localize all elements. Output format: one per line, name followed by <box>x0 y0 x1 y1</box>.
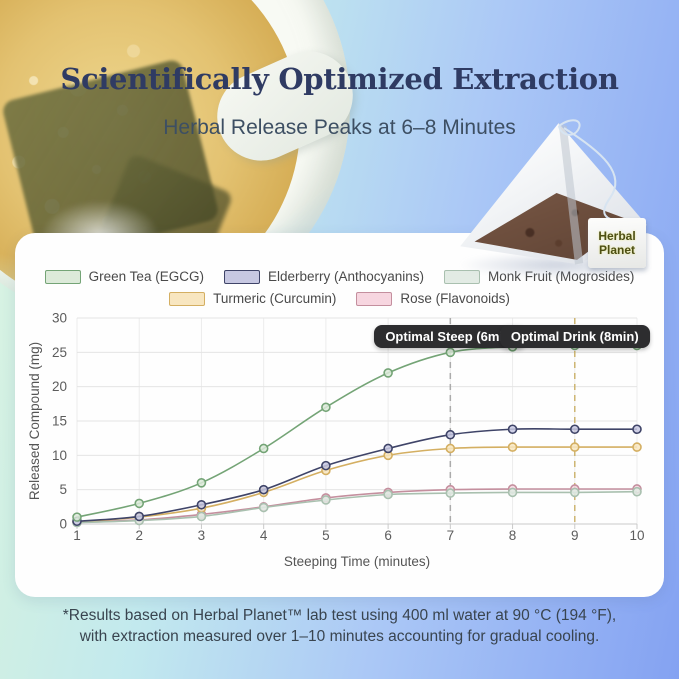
legend-item: Turmeric (Curcumin) <box>169 291 336 306</box>
annotation-badge: Optimal Drink (8min) <box>499 325 650 348</box>
legend-item: Elderberry (Anthocyanins) <box>223 269 425 284</box>
y-tick-label: 20 <box>52 379 67 394</box>
data-point-marker <box>383 368 393 378</box>
data-point-marker <box>445 488 456 498</box>
legend-swatch <box>223 269 260 284</box>
y-tick-label: 5 <box>59 482 67 497</box>
legend-label: Rose (Flavonoids) <box>400 291 510 306</box>
y-tick-label: 10 <box>52 448 67 463</box>
legend-label: Green Tea (EGCG) <box>88 269 204 284</box>
chart-svg: 1 2 3 4 5 6 7 8 9 10 0 5 10 15 20 25 30 Steeping Time (mi… <box>27 311 645 570</box>
legend-label: Monk Fruit (Mogrosides) <box>488 269 634 284</box>
legend-item: Monk Fruit (Mogrosides) <box>444 269 634 284</box>
annotation-badge: Optimal Steep (6min) <box>374 325 527 348</box>
legend-swatch <box>169 291 206 306</box>
data-point-marker <box>383 489 393 500</box>
y-tick-label: 25 <box>52 345 67 360</box>
data-point-marker <box>134 511 145 522</box>
data-point-marker <box>196 478 207 488</box>
data-point-marker <box>134 498 145 509</box>
data-point-marker <box>445 429 456 440</box>
data-point-marker <box>569 442 580 452</box>
data-point-marker <box>258 443 269 454</box>
x-tick-label: 10 <box>629 528 644 543</box>
footnote-line-1: *Results based on Herbal Planet™ lab tes… <box>62 607 617 624</box>
data-point-marker <box>445 443 456 454</box>
x-tick-label: 7 <box>447 528 455 543</box>
legend-swatch <box>444 269 481 284</box>
data-point-marker <box>196 499 207 510</box>
teabag-tag: Herbal Planet <box>588 218 646 268</box>
series-line <box>76 344 638 518</box>
series-line <box>76 488 637 523</box>
legend-swatch <box>356 291 393 306</box>
data-point-marker <box>445 347 456 358</box>
x-tick-label: 3 <box>198 528 206 543</box>
data-point-marker <box>321 460 331 471</box>
chart-card: Green Tea (EGCG) Elderberry (Anthocyanins… <box>15 233 664 597</box>
data-point-marker <box>632 442 642 452</box>
footnote: *Results based on Herbal Planet™ lab tes… <box>0 605 679 647</box>
data-point-marker <box>196 511 207 522</box>
footnote-line-2: with extraction measured over 1–10 minut… <box>79 628 600 645</box>
legend-row: Green Tea (EGCG) Elderberry (Anthocyanins… <box>15 269 664 284</box>
data-point-marker <box>632 486 642 497</box>
legend-item: Green Tea (EGCG) <box>44 269 204 284</box>
tag-brand-line2: Planet <box>598 243 635 257</box>
data-point-marker <box>72 512 82 522</box>
legend-label: Turmeric (Curcumin) <box>213 291 337 306</box>
page-title: Scientifically Optimized Extraction <box>60 62 619 96</box>
x-tick-label: 5 <box>322 528 330 543</box>
data-point-marker <box>321 495 331 505</box>
data-point-marker <box>507 487 518 498</box>
x-tick-label: 6 <box>384 528 392 543</box>
y-tick-label: 30 <box>52 311 67 326</box>
data-point-marker <box>569 487 580 498</box>
data-point-marker <box>632 424 642 435</box>
data-point-marker <box>383 443 393 454</box>
data-point-marker <box>507 424 518 435</box>
y-tick-label: 15 <box>52 414 67 429</box>
legend-row: Turmeric (Curcumin) Rose (Flavonoids) <box>15 291 664 306</box>
legend-swatch <box>44 269 81 284</box>
x-tick-label: 4 <box>260 528 268 543</box>
page-subtitle: Herbal Release Peaks at 6–8 Minutes <box>163 116 516 139</box>
x-tick-label: 1 <box>73 528 81 543</box>
chart-legend: Green Tea (EGCG) Elderberry (Anthocyanins… <box>15 269 664 306</box>
pyramid-teabag: Herbal Planet <box>452 114 674 280</box>
x-tick-label: 2 <box>135 528 143 543</box>
y-axis-label: Released Compound (mg) <box>27 342 42 500</box>
legend-label: Elderberry (Anthocyanins) <box>267 269 425 284</box>
tag-brand-line1: Herbal <box>598 229 636 243</box>
chart-area: 1 2 3 4 5 6 7 8 9 10 0 5 10 15 20 25 30 Steeping Time (mi… <box>15 311 664 597</box>
x-tick-label: 9 <box>571 528 579 543</box>
teabag-string <box>558 119 617 221</box>
series-line <box>76 428 637 523</box>
data-point-marker <box>258 502 269 513</box>
legend-item: Rose (Flavonoids) <box>356 291 510 306</box>
data-point-marker <box>569 424 580 435</box>
y-tick-label: 0 <box>59 517 67 532</box>
series-line <box>76 446 637 523</box>
data-point-marker <box>321 402 331 413</box>
series-line <box>76 490 638 524</box>
data-point-marker <box>507 442 518 452</box>
x-axis-label: Steeping Time (minutes) <box>284 554 430 569</box>
x-tick-label: 8 <box>509 528 517 543</box>
data-point-marker <box>258 484 269 495</box>
